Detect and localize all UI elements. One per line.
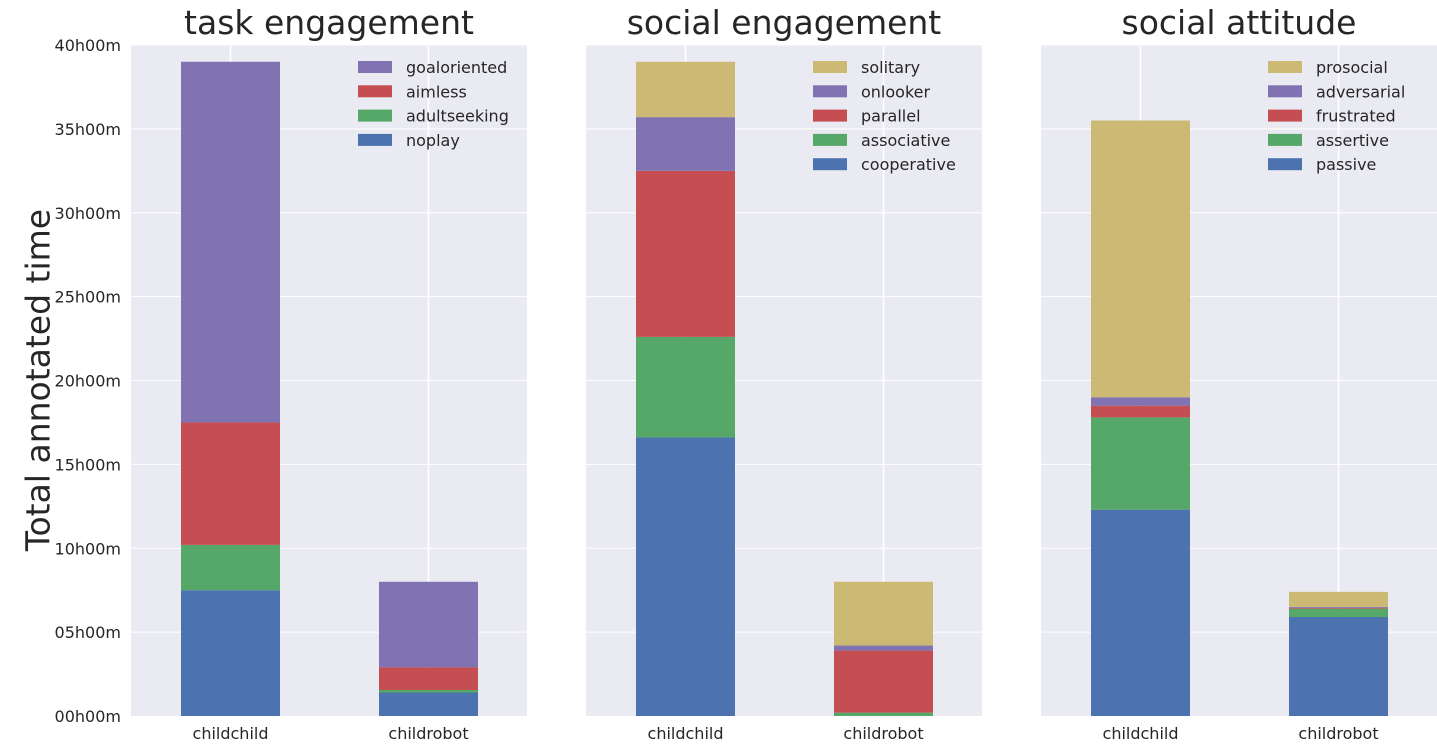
bar-noplay-childrobot (379, 692, 478, 716)
legend-swatch-noplay (358, 133, 392, 146)
legend-swatch-aimless (358, 85, 392, 98)
panel-title: social engagement (627, 3, 942, 42)
bar-associative-childrobot (834, 712, 933, 716)
x-tick-label: childchild (193, 724, 269, 743)
legend-swatch-onlooker (813, 85, 847, 98)
bar-frustrated-childrobot (1289, 607, 1388, 609)
y-axis-label: Total annotated time (19, 209, 58, 552)
bar-assertive-childchild (1091, 417, 1190, 510)
bar-solitary-childrobot (834, 581, 933, 646)
x-tick-label: childrobot (388, 724, 468, 743)
bar-passive-childrobot (1289, 617, 1388, 716)
legend-swatch-prosocial (1268, 61, 1302, 73)
panel-title: task engagement (184, 3, 474, 42)
y-tick-label: 35h00m (55, 120, 121, 139)
y-tick-label: 40h00m (55, 36, 121, 55)
bar-goaloriented-childchild (181, 61, 280, 423)
y-tick-label: 20h00m (55, 372, 121, 391)
bar-solitary-childchild (636, 61, 735, 118)
x-tick-label: childrobot (1298, 724, 1378, 743)
legend-swatch-adversarial (1268, 85, 1302, 98)
legend-label-prosocial: prosocial (1316, 58, 1388, 77)
bar-adultseeking-childrobot (379, 689, 478, 693)
x-tick-label: childchild (648, 724, 724, 743)
legend-label-aimless: aimless (406, 82, 467, 101)
panel-1: childchild childrobot social engagement sol… (586, 3, 982, 743)
legend-label-passive: passive (1316, 155, 1376, 174)
legend-label-adversarial: adversarial (1316, 82, 1405, 101)
legend-swatch-adultseeking (358, 109, 392, 122)
bar-associative-childchild (636, 336, 735, 438)
legend-swatch-solitary (813, 61, 847, 73)
bar-noplay-childchild (181, 590, 280, 716)
legend-label-parallel: parallel (861, 107, 921, 126)
y-tick-label: 05h00m (55, 623, 121, 642)
y-tick-label: 25h00m (55, 288, 121, 307)
legend-label-frustrated: frustrated (1316, 107, 1396, 126)
legend-swatch-parallel (813, 109, 847, 122)
legend-swatch-passive (1268, 158, 1302, 171)
x-tick-label: childchild (1103, 724, 1179, 743)
panel-0: childchild childrobot task engagement goalo… (131, 3, 527, 743)
legend-label-goaloriented: goaloriented (406, 58, 507, 77)
legend: solitary onlooker parallel associative coope… (813, 58, 956, 174)
bar-assertive-childrobot (1289, 608, 1388, 618)
bar-goaloriented-childrobot (379, 581, 478, 668)
legend-swatch-associative (813, 133, 847, 146)
legend-swatch-frustrated (1268, 109, 1302, 122)
legend-label-adultseeking: adultseeking (406, 107, 509, 126)
y-tick-label: 15h00m (55, 455, 121, 474)
bar-adversarial-childchild (1091, 397, 1190, 406)
bar-passive-childchild (1091, 509, 1190, 716)
bar-parallel-childrobot (834, 650, 933, 713)
bar-onlooker-childchild (636, 117, 735, 171)
bar-adversarial-childrobot (1289, 606, 1388, 608)
bar-adultseeking-childchild (181, 544, 280, 591)
y-tick-label: 10h00m (55, 539, 121, 558)
bar-onlooker-childrobot (834, 645, 933, 651)
legend-label-solitary: solitary (861, 58, 920, 77)
legend-label-associative: associative (861, 131, 950, 150)
x-tick-label: childrobot (843, 724, 923, 743)
panel-title: social attitude (1122, 3, 1357, 42)
legend: goaloriented aimless adultseeking noplay (358, 58, 509, 150)
legend-label-noplay: noplay (406, 131, 460, 150)
legend-label-cooperative: cooperative (861, 155, 956, 174)
y-tick-label: 00h00m (55, 707, 121, 726)
legend-label-assertive: assertive (1316, 131, 1389, 150)
bar-parallel-childchild (636, 170, 735, 337)
panel-2: childchild childrobot social attitude proso… (1041, 3, 1437, 743)
legend-swatch-cooperative (813, 158, 847, 171)
legend: prosocial adversarial frustrated assertive p… (1268, 58, 1405, 174)
bar-frustrated-childchild (1091, 405, 1190, 418)
bar-aimless-childchild (181, 422, 280, 545)
bar-prosocial-childchild (1091, 120, 1190, 398)
legend-swatch-goaloriented (358, 61, 392, 73)
bar-aimless-childrobot (379, 667, 478, 690)
legend-swatch-assertive (1268, 133, 1302, 146)
bar-cooperative-childchild (636, 437, 735, 716)
bar-prosocial-childrobot (1289, 591, 1388, 607)
y-tick-label: 30h00m (55, 204, 121, 223)
legend-label-onlooker: onlooker (861, 82, 930, 101)
